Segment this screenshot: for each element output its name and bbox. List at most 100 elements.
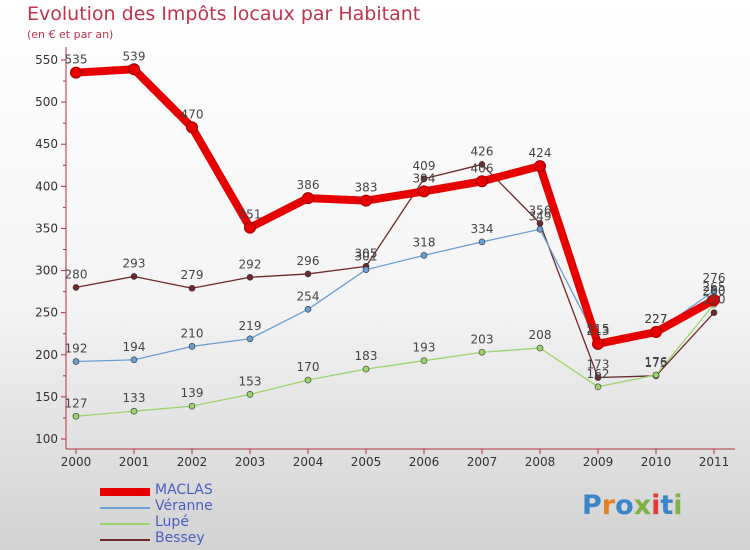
- data-point: [72, 284, 80, 291]
- data-point: [304, 376, 312, 384]
- data-point: [244, 221, 256, 234]
- chart-title: Evolution des Impôts locaux par Habitant: [27, 3, 421, 25]
- data-point: [302, 192, 314, 205]
- data-label: 424: [529, 146, 552, 160]
- x-tick-label: 2004: [293, 455, 324, 469]
- x-tick-label: 2011: [699, 455, 730, 469]
- logo-letter: x: [633, 490, 652, 521]
- series-line-bessey: [75, 163, 715, 379]
- legend-swatch: [100, 523, 150, 525]
- data-point: [478, 161, 486, 168]
- data-point: [246, 391, 254, 398]
- data-point: [362, 365, 370, 373]
- data-label: 279: [181, 268, 204, 282]
- y-tick-label: 250: [35, 306, 58, 320]
- data-point: [710, 309, 718, 316]
- data-label: 535: [65, 53, 88, 67]
- logo-letter: i: [651, 490, 661, 521]
- legend-label: Véranne: [155, 498, 213, 514]
- legend-label: MACLAS: [155, 482, 213, 498]
- data-label: 293: [123, 256, 146, 270]
- data-label: 292: [239, 257, 262, 271]
- data-point: [304, 270, 312, 278]
- data-point: [420, 252, 428, 259]
- x-tick-label: 2008: [525, 455, 556, 469]
- data-label: 386: [297, 178, 320, 192]
- data-label: 426: [471, 144, 494, 158]
- data-label: 296: [297, 254, 320, 268]
- data-label: 305: [355, 246, 378, 260]
- y-tick-label: 100: [35, 432, 58, 446]
- data-label: 215: [587, 322, 610, 336]
- data-label: 356: [529, 203, 552, 217]
- proxiti-logo: Proxiti: [582, 490, 683, 521]
- data-label: 173: [587, 358, 610, 372]
- legend-label: Lupé: [155, 514, 189, 530]
- y-tick-label: 550: [35, 53, 58, 67]
- data-label: 153: [239, 374, 262, 388]
- x-tick-label: 2007: [467, 455, 498, 469]
- data-point: [304, 305, 312, 313]
- data-label: 194: [123, 340, 146, 354]
- logo-letter: i: [673, 490, 683, 521]
- x-tick-label: 2006: [409, 455, 440, 469]
- data-label: 227: [645, 312, 668, 326]
- data-point: [246, 335, 254, 343]
- data-point: [360, 194, 372, 207]
- x-tick-label: 2009: [583, 455, 614, 469]
- data-label: 250: [703, 293, 726, 307]
- data-label: 193: [413, 341, 436, 355]
- legend-swatch: [100, 539, 150, 541]
- x-tick-label: 2010: [641, 455, 672, 469]
- x-tick-label: 2000: [61, 455, 92, 469]
- data-point: [594, 374, 602, 381]
- data-label: 176: [645, 355, 668, 369]
- data-label: 227: [645, 312, 668, 326]
- data-label: 301: [355, 250, 378, 264]
- logo-letter: P: [582, 490, 602, 521]
- data-point: [418, 185, 430, 198]
- data-label: 170: [297, 360, 320, 374]
- data-point: [362, 266, 370, 274]
- x-tick-label: 2003: [235, 455, 266, 469]
- data-point: [188, 343, 196, 350]
- x-tick-label: 2002: [177, 455, 208, 469]
- data-point: [476, 175, 488, 188]
- data-point: [478, 348, 486, 356]
- data-point: [708, 294, 720, 307]
- data-point: [420, 357, 428, 364]
- data-label: 334: [471, 222, 494, 236]
- data-label: 349: [529, 209, 552, 223]
- data-label: 260: [703, 284, 726, 298]
- data-point: [652, 371, 660, 379]
- data-label: 470: [181, 107, 204, 121]
- data-label: 351: [239, 208, 262, 222]
- logo-letter: r: [601, 490, 616, 521]
- data-point: [72, 358, 80, 365]
- data-label: 213: [587, 324, 610, 338]
- data-point: [536, 344, 544, 352]
- data-label: 383: [355, 181, 378, 195]
- data-label: 183: [355, 349, 378, 363]
- data-point: [592, 337, 604, 350]
- data-point: [534, 160, 546, 173]
- data-label: 162: [587, 367, 610, 381]
- data-label: 265: [703, 280, 726, 294]
- x-tick-label: 2005: [351, 455, 382, 469]
- logo-letter: t: [660, 490, 674, 521]
- data-point: [130, 356, 138, 364]
- data-label: 406: [471, 161, 494, 175]
- data-label: 276: [703, 271, 726, 285]
- logo-letter: o: [615, 490, 634, 521]
- y-tick-label: 300: [35, 264, 58, 278]
- chart-subtitle: (en € et par an): [27, 28, 114, 41]
- data-label: 254: [297, 289, 320, 303]
- data-label: 219: [239, 319, 262, 333]
- legend-swatch: [100, 488, 150, 496]
- data-point: [186, 121, 198, 134]
- y-tick-label: 400: [35, 179, 58, 193]
- data-point: [188, 402, 196, 410]
- data-label: 210: [181, 326, 204, 340]
